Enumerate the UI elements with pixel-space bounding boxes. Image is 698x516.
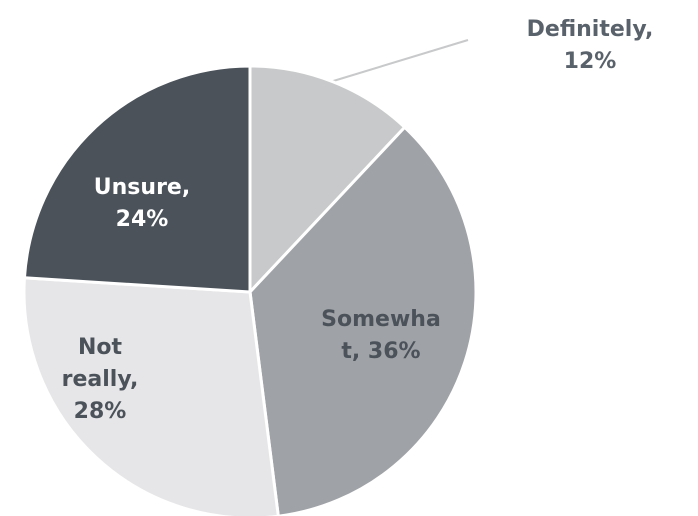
slice-label: 24% [116, 207, 169, 232]
slice-label: Somewha [321, 307, 441, 332]
slice-label: Unsure, [94, 175, 190, 200]
pie-slice [22, 64, 252, 294]
pie-slice [22, 276, 280, 516]
slice-label: really, [62, 367, 139, 392]
slice-label: Definitely, [527, 17, 654, 42]
pie-slice [248, 125, 478, 516]
slice-label: Not [78, 335, 123, 360]
pie-slice [248, 64, 407, 296]
slice-label: t, 36% [341, 339, 420, 364]
slice-label: 28% [74, 399, 127, 424]
leader-line [329, 39, 469, 83]
slice-label: 12% [564, 49, 617, 74]
